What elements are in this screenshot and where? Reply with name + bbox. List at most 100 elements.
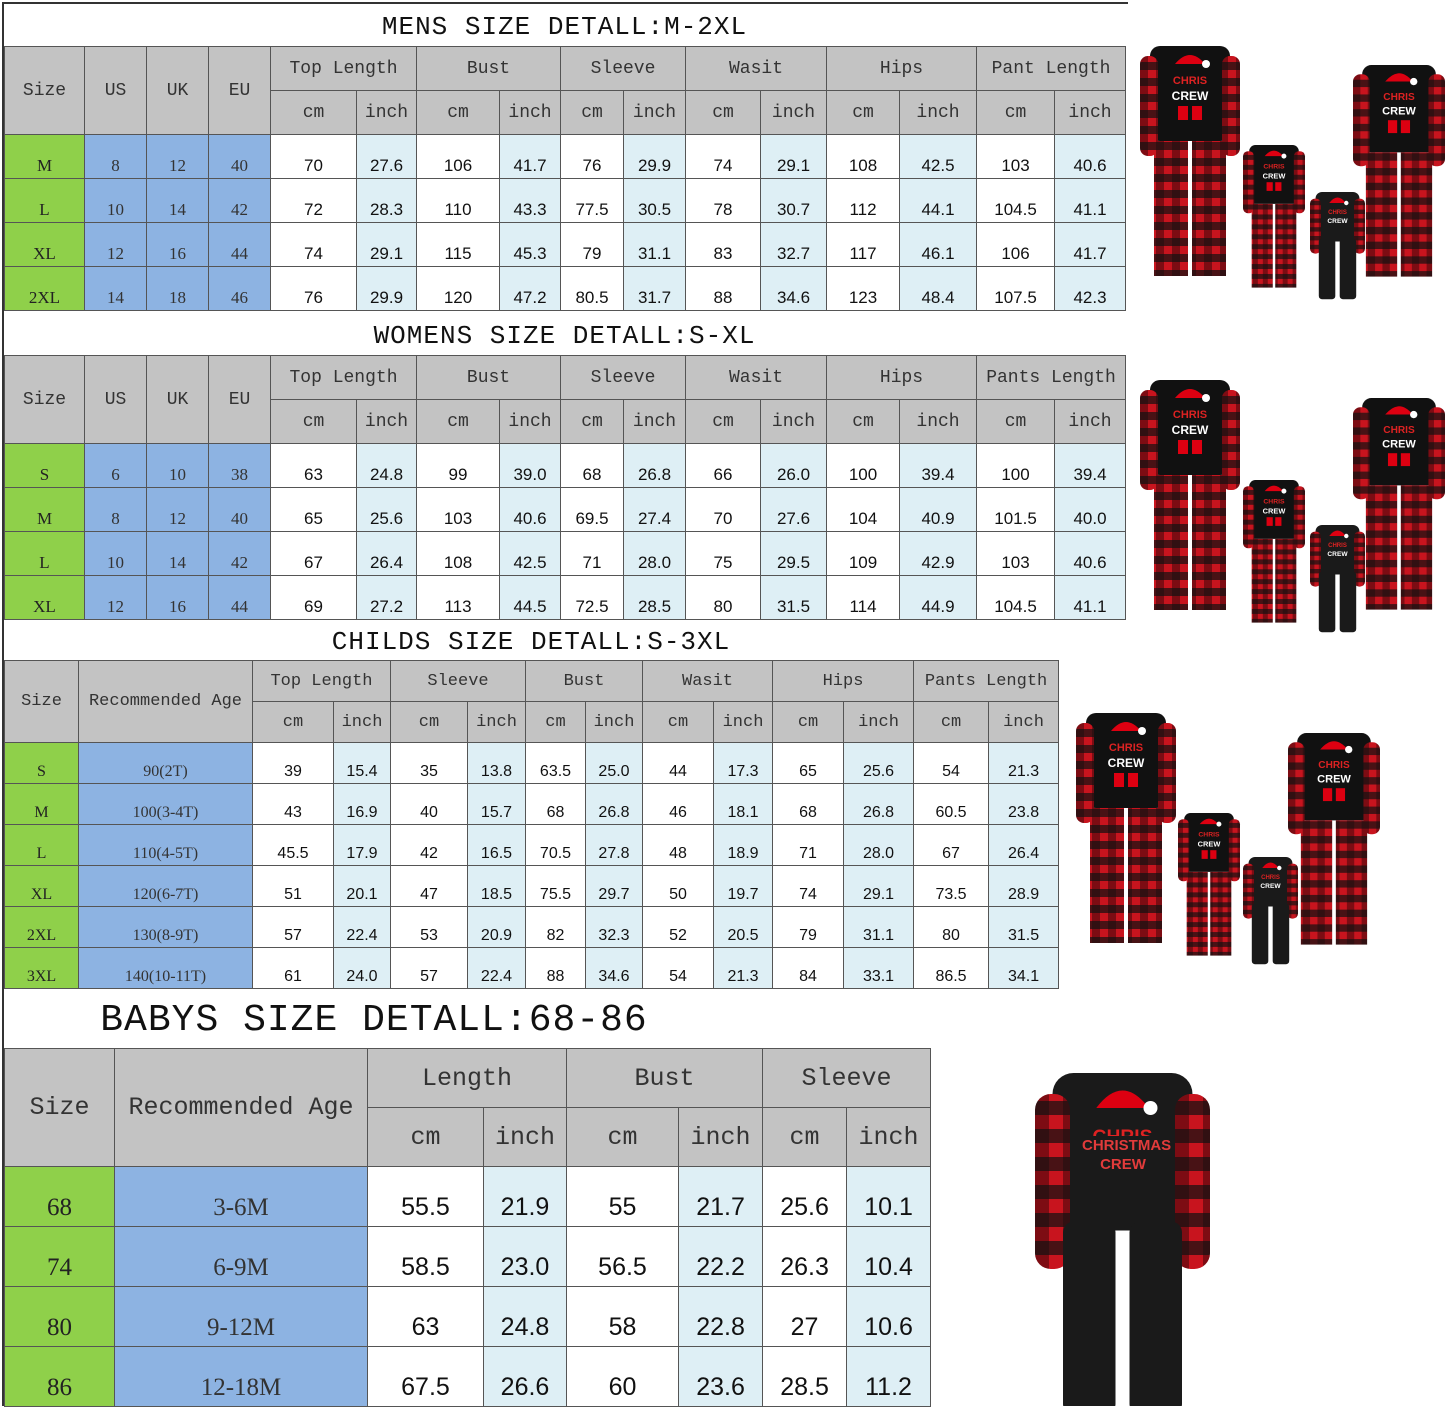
unit-header: inch [499, 90, 561, 135]
fit-cell: 3-6M [114, 1166, 368, 1227]
measurement-cell: 25.6 [843, 742, 915, 784]
size-cell: S [4, 742, 79, 784]
measurement-cell: 46.1 [899, 222, 978, 267]
column-group-header: Hips [826, 355, 978, 400]
measurement-cell: 41.7 [1054, 222, 1127, 267]
table-row: L 10 14 42 67 26.4 108 42.5 71 28.0 75 29.5 109 42.9 1… [4, 531, 1127, 576]
table-row: XL 12 16 44 69 27.2 113 44.5 72.5 28.5 80 31.5 114 44… [4, 575, 1127, 620]
measurement-cell: 40.9 [899, 487, 978, 532]
measurement-cell: 69.5 [560, 487, 624, 532]
measurement-cell: 47.2 [499, 266, 561, 311]
romper-print-text: CHRISTMAS CREW [1082, 1136, 1172, 1174]
table-row: M 8 12 40 65 25.6 103 40.6 69.5 27.4 70 27.6 104 40.9… [4, 487, 1127, 532]
size-cell: 74 [4, 1226, 115, 1287]
fit-cell: 6 [84, 443, 147, 488]
measurement-cell: 40.0 [1054, 487, 1127, 532]
fit-cell: 120(6-7T) [78, 865, 253, 907]
measurement-cell: 24.8 [356, 443, 417, 488]
measurement-cell: 31.5 [759, 575, 828, 620]
unit-header-row: cm inch cm inch cm inch [5, 1107, 932, 1167]
fit-cell: 12 [84, 222, 147, 267]
measurement-cell: 79 [560, 222, 624, 267]
measurement-cell: 70 [270, 134, 357, 179]
pajama-figure [1243, 145, 1305, 288]
column-header: Recommended Age [78, 660, 253, 743]
unit-header: inch [356, 399, 417, 444]
measurement-cell: 27 [762, 1286, 848, 1347]
measurement-cell: 63.5 [525, 742, 586, 784]
unit-header: inch [759, 399, 828, 444]
size-chart-frame [2, 2, 1128, 1406]
measurement-cell: 10.6 [846, 1286, 932, 1347]
column-header: EU [208, 46, 271, 135]
measurement-cell: 120 [416, 266, 500, 311]
column-group-header: Length [366, 1048, 568, 1108]
measurement-cell: 39.4 [899, 443, 978, 488]
measurement-cell: 47 [390, 865, 468, 907]
unit-header: inch [759, 90, 828, 135]
table-row: 74 6-9M 58.5 23.0 56.5 22.2 26.3 10.4 [4, 1226, 932, 1287]
measurement-cell: 32.7 [759, 222, 828, 267]
table-row: M 100(3-4T) 43 16.9 40 15.7 68 26.8 46 18.1 68 26.8… [4, 783, 1060, 825]
size-cell: XL [4, 575, 85, 620]
measurement-cell: 40 [390, 783, 468, 825]
measurement-cell: 77.5 [560, 178, 624, 223]
unit-header: inch [467, 701, 526, 743]
measurement-cell: 54 [642, 947, 714, 989]
fit-cell: 10 [146, 443, 209, 488]
measurement-cell: 45.5 [252, 824, 334, 866]
table-row: XL 120(6-7T) 51 20.1 47 18.5 75.5 29.7 50 19.7 74 2… [4, 865, 1060, 907]
measurement-cell: 18.1 [712, 783, 774, 825]
measurement-cell: 44.9 [899, 575, 978, 620]
table-row: 80 9-12M 63 24.8 58 22.8 27 10.6 [4, 1286, 932, 1347]
column-header: US [84, 355, 147, 444]
header-row: Size US UK EU Top Length Bust Sleeve Wasit Hips P… [4, 355, 1127, 444]
pajama-figure [1353, 65, 1445, 277]
unit-header: cm [367, 1107, 484, 1167]
measurement-cell: 23.8 [988, 783, 1060, 825]
measurement-cell: 26.8 [843, 783, 915, 825]
measurement-cell: 82 [525, 906, 586, 948]
fit-cell: 6-9M [114, 1226, 368, 1287]
column-group-header: Bust [566, 1048, 764, 1108]
column-header: Size [4, 1048, 115, 1167]
measurement-cell: 123 [826, 266, 901, 311]
measurement-cell: 60 [566, 1346, 680, 1407]
table-row: 68 3-6M 55.5 21.9 55 21.7 25.6 10.1 [4, 1166, 932, 1227]
column-group-header: Wasit [684, 355, 828, 400]
measurement-cell: 29.9 [356, 266, 417, 311]
fit-cell: 100(3-4T) [78, 783, 253, 825]
unit-header: cm [270, 399, 357, 444]
measurement-cell: 66 [685, 443, 761, 488]
measurement-cell: 21.3 [988, 742, 1060, 784]
measurement-cell: 55.5 [367, 1166, 484, 1227]
measurement-cell: 41.1 [1054, 575, 1127, 620]
measurement-cell: 30.5 [623, 178, 686, 223]
table-row: M 8 12 40 70 27.6 106 41.7 76 29.9 74 29.1 108 42.5 10… [4, 134, 1127, 179]
unit-header: cm [762, 1107, 848, 1167]
column-group-header: Pants Length [913, 660, 1060, 702]
measurement-cell: 27.6 [759, 487, 828, 532]
column-group-header: Hips [826, 46, 978, 91]
measurement-cell: 74 [685, 134, 761, 179]
unit-header: cm [566, 1107, 680, 1167]
size-cell: 68 [4, 1166, 115, 1227]
measurement-cell: 71 [560, 531, 624, 576]
measurement-cell: 75.5 [525, 865, 586, 907]
measurement-cell: 39 [252, 742, 334, 784]
measurement-cell: 103 [976, 134, 1056, 179]
measurement-cell: 80.5 [560, 266, 624, 311]
measurement-cell: 21.7 [678, 1166, 764, 1227]
measurement-cell: 51 [252, 865, 334, 907]
unit-header: cm [976, 90, 1056, 135]
measurement-cell: 31.1 [843, 906, 915, 948]
measurement-cell: 110 [416, 178, 500, 223]
column-header: US [84, 46, 147, 135]
unit-header: inch [356, 90, 417, 135]
babys-table-title: BABYS SIZE DETALL:68-86 [100, 999, 648, 1042]
table-row: S 6 10 38 63 24.8 99 39.0 68 26.8 66 26.0 100 39.4 100… [4, 443, 1127, 488]
measurement-cell: 43.3 [499, 178, 561, 223]
measurement-cell: 34.6 [585, 947, 643, 989]
measurement-cell: 27.4 [623, 487, 686, 532]
fit-cell: 12 [84, 575, 147, 620]
